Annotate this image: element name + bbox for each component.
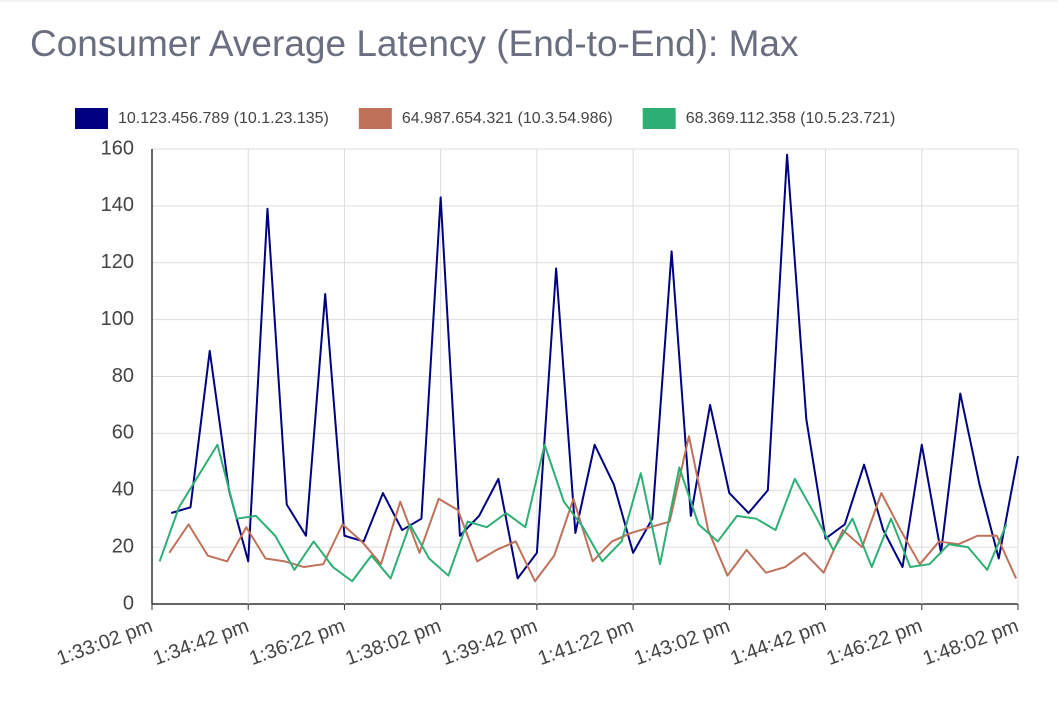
y-tick-label: 60 <box>112 422 134 444</box>
x-tick-label: 1:38:02 pm <box>343 615 445 670</box>
y-tick-label: 140 <box>101 194 134 216</box>
x-tick-label: 1:36:22 pm <box>246 615 348 670</box>
y-tick-label: 120 <box>101 251 134 273</box>
y-tick-label: 160 <box>101 137 134 159</box>
legend-label: 10.123.456.789 (10.1.23.135) <box>118 110 329 127</box>
x-tick-label: 1:43:02 pm <box>631 615 733 670</box>
legend-label: 64.987.654.321 (10.3.54.986) <box>402 110 613 127</box>
x-tick-label: 1:34:42 pm <box>150 615 252 670</box>
y-tick-label: 0 <box>123 592 134 614</box>
x-tick-label: 1:33:02 pm <box>54 615 156 670</box>
y-tick-label: 20 <box>112 535 134 557</box>
legend-label: 68.369.112.358 (10.5.23.721) <box>686 110 896 127</box>
legend-swatch <box>642 108 676 129</box>
x-tick-label: 1:48:02 pm <box>920 615 1022 670</box>
y-tick-label: 80 <box>112 365 134 387</box>
legend-swatch <box>75 108 108 129</box>
x-tick-label: 1:46:22 pm <box>824 615 926 670</box>
x-tick-label: 1:44:42 pm <box>728 615 830 670</box>
series-line <box>170 153 1019 580</box>
series-line <box>158 443 1008 583</box>
y-tick-label: 40 <box>112 479 134 501</box>
x-tick-label: 1:41:22 pm <box>535 615 637 670</box>
x-tick-label: 1:39:42 pm <box>439 615 541 670</box>
series-line <box>168 435 1017 583</box>
legend-swatch <box>358 108 392 129</box>
chart-title: Consumer Average Latency (End-to-End): M… <box>30 23 799 64</box>
y-tick-label: 100 <box>101 308 134 330</box>
